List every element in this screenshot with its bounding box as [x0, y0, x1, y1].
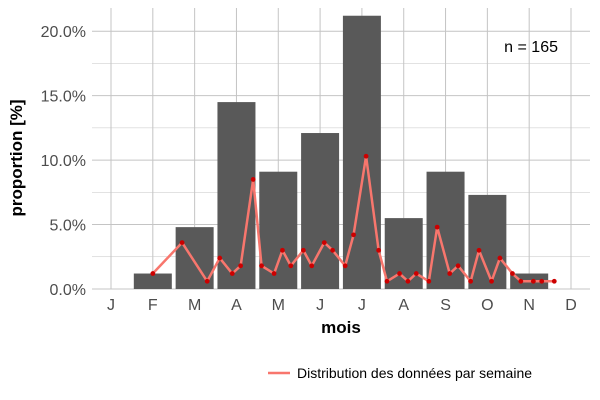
weekly-point-2 [204, 278, 210, 284]
weekly-point-31 [510, 271, 515, 276]
weekly-point-28 [476, 247, 482, 253]
weekly-point-35 [551, 278, 557, 284]
x-axis-title: mois [321, 318, 361, 337]
weekly-point-10 [288, 263, 294, 269]
weekly-point-7 [259, 263, 264, 269]
x-tick-label-2: M [188, 297, 201, 314]
weekly-point-23 [426, 278, 432, 284]
weekly-point-22 [413, 271, 419, 276]
y-tick-labels: 0.0% 5.0% 10.0% 15.0% 20.0% [41, 24, 86, 299]
y-tick-label-1: 5.0% [50, 218, 86, 235]
bar-J-6 [342, 15, 381, 289]
bar-F-1 [133, 273, 172, 289]
bar-J-5 [301, 133, 340, 289]
weekly-point-18 [376, 247, 382, 253]
x-tick-label-0: J [107, 297, 115, 314]
x-tick-label-6: J [358, 297, 366, 314]
y-tick-label-4: 20.0% [41, 24, 86, 41]
weekly-point-13 [321, 240, 327, 245]
y-tick-label-3: 15.0% [41, 89, 86, 106]
weekly-point-20 [397, 271, 402, 276]
bar-S-8 [426, 171, 465, 289]
weekly-point-25 [447, 271, 453, 276]
x-tick-label-4: M [272, 297, 285, 314]
weekly-point-29 [489, 278, 494, 284]
y-tick-label-2: 10.0% [41, 153, 86, 170]
weekly-line [151, 154, 555, 283]
weekly-point-32 [518, 278, 524, 284]
weekly-series-line [151, 154, 555, 283]
weekly-point-9 [280, 247, 285, 253]
x-tick-label-1: F [148, 297, 158, 314]
bars [133, 15, 549, 289]
weekly-point-24 [434, 224, 440, 230]
weekly-point-0 [150, 271, 156, 276]
x-tick-label-10: N [523, 297, 535, 314]
weekly-point-19 [384, 278, 390, 284]
weekly-point-15 [342, 263, 348, 269]
weekly-point-4 [229, 271, 235, 276]
weekly-points [150, 153, 557, 284]
y-axis-title: proportion [%] [7, 99, 26, 216]
weekly-point-6 [250, 177, 256, 182]
x-tick-label-5: J [316, 297, 324, 314]
bar-A-3 [217, 102, 256, 289]
weekly-point-27 [468, 278, 474, 284]
legend: Distribution des données par semaine [268, 365, 532, 381]
legend-label: Distribution des données par semaine [297, 365, 532, 381]
weekly-point-12 [309, 263, 315, 269]
weekly-point-16 [351, 232, 356, 238]
weekly-point-11 [300, 247, 306, 253]
weekly-point-8 [271, 271, 277, 276]
x-tick-label-8: S [440, 297, 451, 314]
weekly-point-33 [530, 278, 536, 284]
bar-M-4 [259, 171, 298, 289]
y-tick-label-0: 0.0% [50, 282, 86, 299]
x-tick-label-9: O [481, 297, 493, 314]
weekly-point-1 [179, 240, 185, 245]
bar-O-9 [468, 194, 507, 289]
weekly-point-14 [330, 247, 336, 253]
x-tick-label-7: A [398, 297, 409, 314]
weekly-point-30 [497, 255, 503, 261]
x-tick-label-3: A [231, 297, 242, 314]
weekly-point-34 [539, 278, 545, 284]
weekly-point-21 [405, 278, 411, 284]
weekly-point-26 [455, 263, 461, 269]
weekly-point-5 [238, 263, 244, 269]
sample-size-annotation: n = 165 [504, 39, 558, 56]
x-tick-label-11: D [565, 297, 577, 314]
weekly-point-3 [217, 255, 223, 261]
weekly-point-17 [363, 153, 369, 159]
